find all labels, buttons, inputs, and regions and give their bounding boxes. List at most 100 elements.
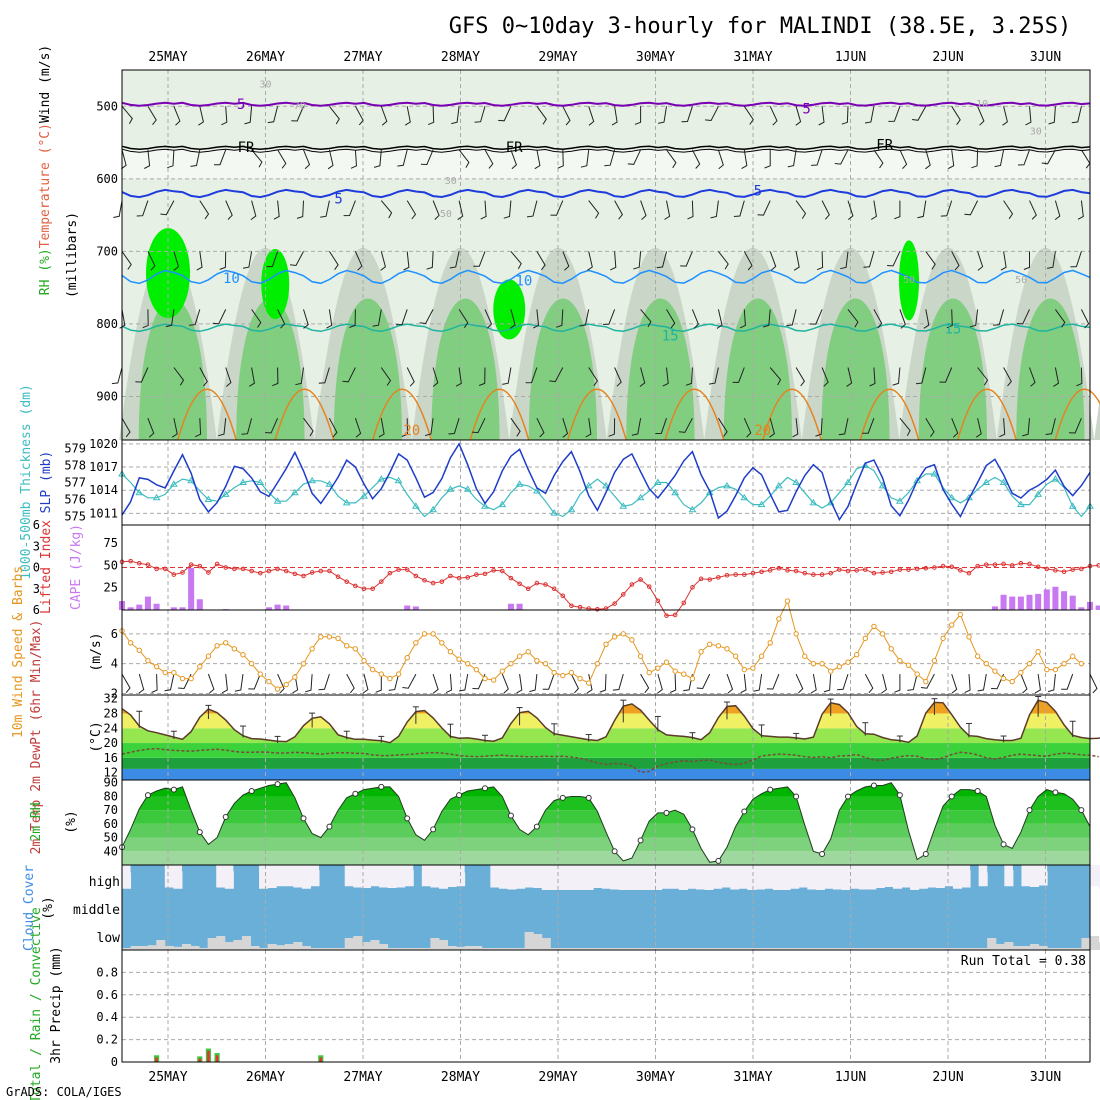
freezing-level-contour (121, 148, 1091, 153)
cloud-low-bar (1012, 946, 1022, 950)
cape-bar (1017, 596, 1024, 610)
cloud-high-bar (858, 865, 868, 890)
rh-band-dry (122, 149, 1090, 179)
wind-barb (863, 251, 875, 268)
cloud-high-bar (181, 865, 192, 872)
li-marker (543, 582, 548, 587)
cloud-low-bar (875, 948, 885, 950)
cloud-high-bar (738, 865, 748, 889)
wind10m-line (121, 599, 1082, 690)
wind10m-marker (439, 640, 445, 646)
rh-band-bright (899, 240, 919, 321)
rh-line (121, 782, 1091, 863)
wind-barb (354, 418, 362, 438)
upper-air-ylabel-part: RH (%) (38, 248, 53, 295)
cloud-low-bar (524, 932, 534, 950)
rh-marker (1026, 807, 1033, 814)
wind-barb (121, 149, 127, 170)
wind-barb (1054, 309, 1066, 328)
thickness-marker (999, 478, 1008, 485)
li-marker (353, 583, 358, 589)
wind10m-marker (171, 669, 177, 676)
thickness-marker (636, 493, 645, 501)
wind-barb (1069, 418, 1082, 434)
cloud-high-bar (550, 865, 560, 890)
wind10m-marker (430, 631, 436, 637)
wind10m-marker (655, 665, 661, 671)
cloud-low-bar (122, 948, 132, 950)
wind10m-marker (335, 635, 341, 642)
wind-barb (1053, 367, 1060, 387)
wind-barb (471, 417, 486, 434)
contour-label: FR (238, 140, 255, 156)
wind-barb (536, 417, 545, 438)
temp-contour-5-upper (121, 101, 1091, 107)
wind-barb (449, 251, 460, 269)
li-marker (534, 580, 540, 586)
wind-barb (557, 149, 564, 169)
cloud-high-bar (387, 865, 397, 888)
thickness-marker (1051, 475, 1060, 482)
wind10m-marker (672, 668, 678, 674)
cloud-low-bar (396, 948, 406, 950)
thickness-marker (740, 493, 749, 501)
rh2m-units: (%) (64, 810, 79, 833)
cloud-high-bar (1021, 865, 1031, 887)
cloud-high-bar (661, 865, 671, 889)
wind10m-marker (620, 631, 626, 637)
thickness-marker (342, 498, 351, 506)
li-marker (793, 568, 799, 574)
tick-label: 1020 (89, 437, 118, 451)
tick-label: 576 (64, 493, 86, 507)
wind10m-marker (1052, 666, 1059, 673)
wind-barb (925, 149, 931, 170)
wind10m-barb (388, 673, 400, 691)
cloud-high-bar (773, 865, 783, 890)
wind-barb (562, 418, 569, 438)
wind-barb (951, 251, 960, 271)
wind-barb (994, 149, 1005, 168)
cloud-low-bar (567, 948, 577, 950)
cloud-high-bar (704, 865, 714, 890)
cloud-low-bar (601, 948, 611, 950)
temp2m-ylabel-part: 2m Temp 2m DewPt (6hr Min/Max) (29, 620, 44, 855)
cape-bar (179, 607, 186, 610)
cloud-high-bar (695, 865, 706, 890)
wind10m-marker (715, 643, 722, 649)
cloud-high-bar (653, 865, 663, 890)
li-marker (819, 572, 825, 577)
cape-bar (170, 607, 177, 610)
wind10m-barb (696, 673, 711, 690)
li-marker (1079, 566, 1084, 572)
wind10m-marker (862, 635, 868, 642)
cloud-low-bar (935, 948, 945, 950)
wind-barb (478, 367, 486, 386)
li-marker (422, 577, 427, 583)
wind-barb (862, 418, 875, 434)
cloud-low-bar (1090, 936, 1100, 950)
thickness-marker (204, 495, 213, 502)
wind10m-marker (257, 671, 263, 677)
wind10m-barb (362, 673, 369, 694)
wind-barb (873, 149, 884, 169)
wind-barb (769, 367, 782, 386)
cloud-high-bar (1055, 865, 1065, 874)
wind10m-barb (402, 673, 417, 689)
cloud-low-bar (481, 948, 491, 950)
thickness-marker (567, 505, 576, 513)
tick-label: 3 (33, 582, 40, 596)
wind10m-marker (802, 653, 808, 659)
cloud-high-bar (524, 865, 534, 888)
wind-barb (764, 149, 771, 169)
wind-barb (135, 367, 149, 383)
wind-barb (834, 149, 849, 165)
cloud-high-bar (627, 865, 637, 890)
wind-barb (510, 251, 522, 270)
li-marker (474, 572, 479, 577)
wind10m-barb (151, 674, 158, 693)
cloud-high-bar (1004, 865, 1014, 887)
li-marker (724, 572, 730, 578)
wind10m-marker (784, 598, 791, 604)
wind10m-marker (465, 660, 471, 667)
tick-label: 20 (104, 736, 118, 750)
